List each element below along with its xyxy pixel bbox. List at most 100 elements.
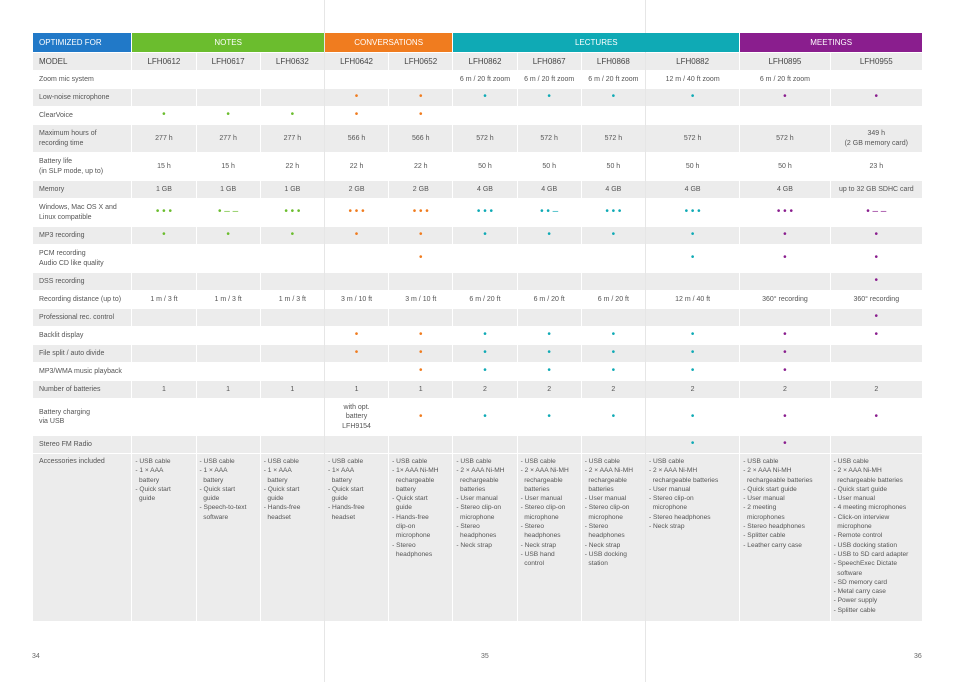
feature-value: 566 h: [389, 125, 453, 152]
feature-value: •: [453, 227, 517, 244]
feature-value: [581, 107, 645, 124]
accessories-list: - USB cable - 2 × AAA Ni-MH rechargeable …: [517, 454, 581, 621]
accessory-item: - Quick start: [135, 485, 171, 493]
accessory-item: guide: [135, 495, 156, 503]
feature-value: [260, 436, 324, 453]
accessory-item: - USB cable: [743, 458, 779, 465]
category-header-notes: NOTES: [132, 33, 324, 52]
feature-value: [196, 89, 260, 106]
feature-value: • • •: [581, 199, 645, 226]
accessory-item: - USB cable: [327, 458, 364, 465]
feature-value: [389, 273, 453, 290]
feature-value: 360° recording: [740, 291, 830, 308]
accessory-item: - Stereo: [520, 523, 545, 531]
feature-dot-icon: • • •: [155, 206, 172, 218]
feature-label: Number of batteries: [33, 381, 132, 398]
feature-value: • • •: [645, 199, 740, 226]
accessories-list: - USB cable - 1× AAA Ni-MH rechargeable b…: [389, 454, 453, 621]
model-name: LFH0867: [517, 53, 581, 70]
feature-value: [132, 273, 196, 290]
accessory-item: - 1 × AAA: [263, 467, 292, 475]
feature-label: Windows, Mac OS X and Linux compatible: [33, 199, 132, 226]
feature-value: [260, 345, 324, 362]
feature-row: Backlit display • • • • • • • •: [33, 327, 922, 344]
accessory-item: battery: [327, 476, 352, 484]
feature-dot-icon: •: [419, 347, 423, 359]
feature-dot-icon: •: [783, 410, 787, 422]
feature-dot-icon: •: [419, 329, 423, 341]
model-name: LFH0895: [740, 53, 830, 70]
accessory-item: - Stereo clip-on: [520, 504, 566, 512]
accessory-item: - Quick start: [199, 485, 236, 493]
accessory-item: rechargeable batteries: [648, 476, 719, 484]
accessory-item: battery: [135, 476, 160, 484]
accessory-item: rechargeable: [520, 476, 563, 484]
model-name: LFH0955: [830, 53, 922, 70]
feature-value: [389, 309, 453, 326]
feature-value: [453, 107, 517, 124]
feature-value: [132, 399, 196, 435]
feature-label: Zoom mic system: [33, 71, 132, 88]
feature-value: •: [581, 89, 645, 106]
feature-row: Low-noise microphone • • • • • • • •: [33, 89, 922, 106]
accessory-item: microphones: [743, 513, 785, 521]
feature-dot-icon: •: [783, 438, 787, 450]
accessory-item: - Quick start: [392, 495, 428, 503]
accessory-item: software: [833, 569, 863, 577]
feature-value: •: [740, 89, 830, 106]
accessory-item: - Neck strap: [584, 541, 621, 549]
accessory-item: batteries: [456, 485, 486, 493]
accessory-item: station: [584, 560, 608, 568]
feature-dot-icon: •: [690, 347, 695, 359]
feature-value: 572 h: [581, 125, 645, 152]
accessories-row: Accessories included - USB cable - 1 × AAA…: [33, 454, 922, 621]
feature-value: •: [645, 245, 740, 272]
feature-value: •: [389, 327, 453, 344]
accessory-item: - USB cable: [456, 458, 492, 465]
feature-value: •: [517, 327, 581, 344]
feature-value: [324, 273, 389, 290]
feature-value: 1 GB: [132, 181, 196, 198]
feature-value: [324, 71, 389, 88]
accessory-item: microphone: [833, 523, 872, 531]
accessory-item: - Stereo headphones: [743, 523, 805, 531]
feature-dot-icon: •: [611, 410, 616, 422]
feature-value: [132, 245, 196, 272]
feature-value: • • •: [389, 199, 453, 226]
feature-dot-icon: •: [783, 329, 787, 341]
feature-value: [132, 71, 196, 88]
accessory-item: rechargeable: [392, 476, 435, 484]
feature-dot-icon: •: [483, 347, 487, 359]
feature-value: •: [324, 345, 389, 362]
feature-value: •: [740, 327, 830, 344]
feature-dot-icon: • – –: [218, 206, 239, 218]
feature-value: 50 h: [645, 153, 740, 180]
model-name: LFH0617: [196, 53, 260, 70]
feature-value: [196, 245, 260, 272]
feature-value: 22 h: [389, 153, 453, 180]
feature-dot-icon: •: [419, 365, 423, 377]
feature-dot-icon: • • •: [348, 206, 365, 218]
feature-value: 572 h: [645, 125, 740, 152]
accessory-item: - 2 × AAA Ni-MH: [456, 467, 505, 475]
accessory-item: - 4 meeting microphones: [833, 504, 907, 512]
feature-value: 15 h: [196, 153, 260, 180]
accessory-item: batteries: [584, 485, 614, 493]
accessories-list: - USB cable - 1 × AAA battery - Quick star…: [196, 454, 260, 621]
feature-value: [517, 436, 581, 453]
feature-dot-icon: • • –: [540, 206, 559, 218]
feature-row: PCM recording Audio CD like quality • • • •: [33, 245, 922, 272]
feature-value: [740, 107, 830, 124]
accessory-item: - 1 × AAA: [135, 467, 164, 475]
feature-value: 566 h: [324, 125, 389, 152]
feature-dot-icon: •: [690, 410, 695, 422]
feature-value: •: [581, 327, 645, 344]
feature-value: [517, 309, 581, 326]
feature-dot-icon: •: [419, 229, 423, 241]
accessory-item: headphones: [392, 550, 433, 558]
feature-value: 1 m / 3 ft: [260, 291, 324, 308]
accessory-item: - Speech-to-text: [199, 504, 247, 512]
accessory-item: - Neck strap: [520, 541, 557, 549]
accessory-item: - 2 × AAA Ni-MH: [648, 467, 698, 475]
feature-value: 12 m / 40 ft: [645, 291, 740, 308]
